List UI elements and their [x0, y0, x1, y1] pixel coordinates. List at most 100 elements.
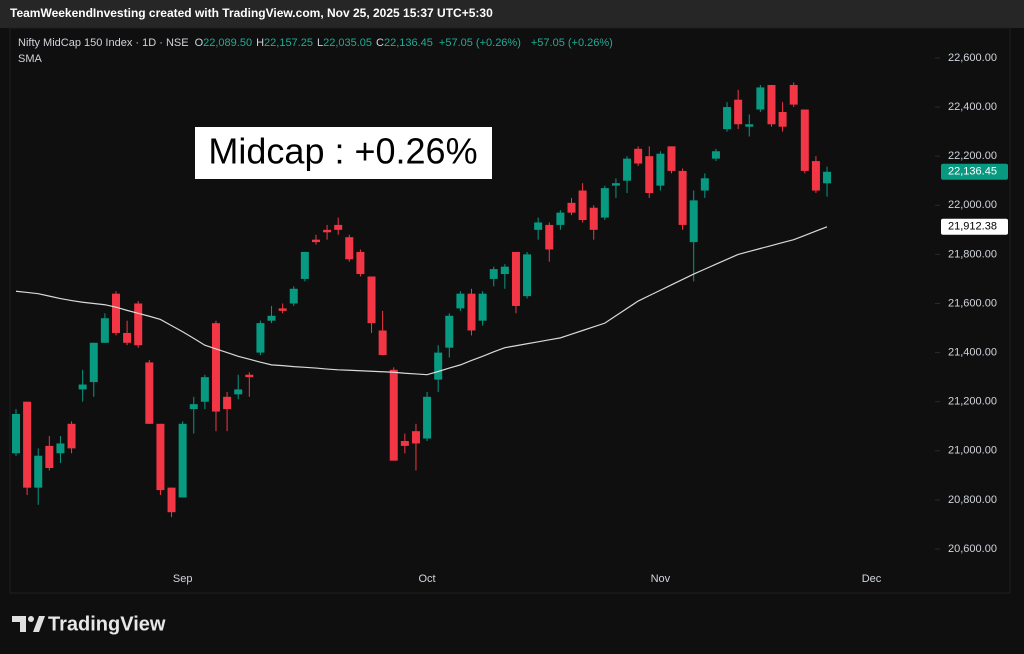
y-tick-label: 21,400.00: [948, 347, 997, 359]
x-tick-label: Oct: [419, 573, 436, 585]
candle-body: [178, 423, 187, 498]
y-tick-label: 22,200.00: [948, 150, 997, 162]
candle-body: [611, 183, 620, 186]
candle-body: [656, 153, 665, 186]
candle-body: [100, 318, 109, 343]
candle-body: [134, 303, 143, 346]
candle-body: [245, 374, 254, 378]
y-tick-label: 21,800.00: [948, 248, 997, 260]
candle-body: [511, 251, 520, 306]
candle-body: [623, 158, 632, 181]
top-bar: [0, 0, 1024, 28]
legend-key: H: [256, 37, 264, 49]
candle-body: [823, 171, 832, 184]
candle-body: [311, 239, 320, 243]
candle-body: [745, 124, 754, 127]
candle-body: [800, 109, 809, 171]
candle-body: [156, 423, 165, 491]
candle-body: [67, 423, 76, 449]
candle-body: [211, 323, 220, 412]
candle-body: [811, 161, 820, 191]
legend-key: C: [376, 37, 384, 49]
candle-body: [645, 156, 654, 194]
candle-body: [789, 84, 798, 105]
candle-body: [689, 200, 698, 243]
candle-body: [456, 293, 465, 309]
candle-body: [467, 293, 476, 331]
candle-body: [234, 389, 243, 395]
candle-body: [389, 369, 398, 461]
candle-body: [256, 323, 265, 353]
candle-body: [767, 84, 776, 125]
y-tick-label: 21,600.00: [948, 297, 997, 309]
candle-body: [778, 111, 787, 127]
candle-body: [445, 315, 454, 348]
sma-price-label: 21,912.38: [948, 221, 997, 233]
legend-value: 22,035.05: [323, 37, 372, 49]
candle-body: [523, 254, 532, 297]
candle-body: [478, 293, 487, 321]
candle-body: [556, 212, 565, 225]
y-tick-label: 22,400.00: [948, 101, 997, 113]
candle-body: [434, 352, 443, 380]
candle-body: [289, 288, 298, 304]
last-price-tag: [941, 163, 1008, 180]
candle-body: [378, 330, 387, 356]
candle-body: [111, 293, 120, 333]
legend-value: 22,157.25: [264, 37, 313, 49]
y-tick-label: 21,200.00: [948, 396, 997, 408]
legend-value: 22,089.50: [203, 37, 252, 49]
candle-body: [634, 148, 643, 164]
candle-body: [12, 413, 20, 454]
candle-body: [500, 266, 509, 275]
candle-body: [323, 229, 332, 233]
candle-body: [267, 315, 276, 321]
candle-body: [678, 170, 687, 225]
candle-body: [600, 188, 609, 218]
candle-body: [300, 251, 309, 279]
sma-price-tag: [941, 218, 1008, 235]
candle-body: [734, 99, 743, 125]
candle-body: [223, 396, 232, 410]
legend-value: 22,136.45: [384, 37, 433, 49]
logo-icon: [28, 616, 34, 622]
candle-body: [667, 146, 676, 171]
legend-change: +57.05 (+0.26%): [531, 37, 613, 49]
legend-key: L: [317, 37, 323, 49]
candle-body: [534, 222, 543, 230]
candle-body: [89, 342, 98, 383]
logo-icon: [33, 616, 45, 632]
logo: [12, 616, 45, 632]
candle-body: [411, 431, 420, 444]
candle-body: [345, 237, 354, 260]
x-tick-label: Sep: [173, 573, 193, 585]
candle-body: [756, 87, 765, 110]
chart-panel: [9, 27, 1011, 594]
last-price-label: 22,136.45: [948, 166, 997, 178]
candle-body: [400, 440, 409, 446]
candle-body: [489, 269, 498, 279]
candle-body: [167, 487, 176, 513]
candle-body: [78, 384, 87, 390]
x-tick-label: Dec: [862, 573, 882, 585]
candle-body: [700, 178, 709, 191]
candle-body: [123, 332, 132, 343]
x-tick-label: Nov: [651, 573, 671, 585]
candle-body: [578, 190, 587, 221]
candle-body: [567, 202, 576, 213]
candle-body: [34, 455, 43, 488]
legend-change: +57.05 (+0.26%): [439, 37, 521, 49]
annotation-box: [195, 127, 492, 179]
top-bar-text: TeamWeekendInvesting created with Tradin…: [10, 6, 493, 20]
y-tick-label: 22,600.00: [948, 52, 997, 64]
candle-body: [367, 276, 376, 324]
candle-body: [200, 377, 209, 402]
candle-body: [723, 107, 732, 130]
candle-body: [278, 308, 287, 311]
candle-body: [423, 396, 432, 439]
annotation: Midcap : +0.26%: [208, 131, 477, 172]
candle-body: [23, 401, 32, 488]
y-tick-label: 20,800.00: [948, 494, 997, 506]
